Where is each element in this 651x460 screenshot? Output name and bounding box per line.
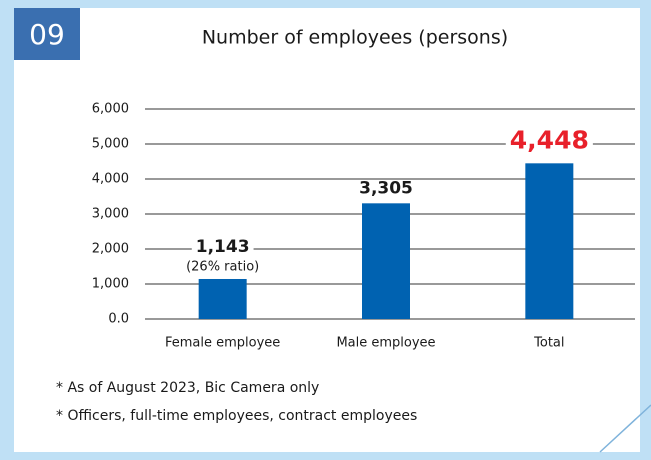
badge [14,8,80,60]
badge-text: 09 [29,18,65,51]
corner-decoration [599,404,651,453]
y-tick-label: 0.0 [108,312,129,327]
y-tick-label: 2,000 [92,242,129,257]
y-tick-label: 6,000 [92,102,129,117]
value-label: 3,305 [359,178,413,198]
x-tick-label: Male employee [336,336,435,351]
footnote: * As of August 2023, Bic Camera only [56,380,319,396]
bar [362,203,410,319]
value-label-bg [191,238,254,256]
y-tick-label: 1,000 [92,277,129,292]
y-tick-label: 3,000 [92,207,129,222]
footnote: * Officers, full-time employees, contrac… [56,408,417,424]
value-label-bg [355,179,417,197]
y-tick-label: 5,000 [92,137,129,152]
x-tick-label: Female employee [165,336,280,351]
chart-title: Number of employees (persons) [202,27,508,49]
annotation: (26% ratio) [186,259,259,274]
bar [198,278,247,319]
value-label: 1,143 [196,237,250,257]
value-label: 4,448 [510,125,589,154]
y-tick-label: 4,000 [92,172,129,187]
value-label-bg [505,128,593,154]
x-tick-label: Total [533,336,564,351]
bar [525,163,574,319]
